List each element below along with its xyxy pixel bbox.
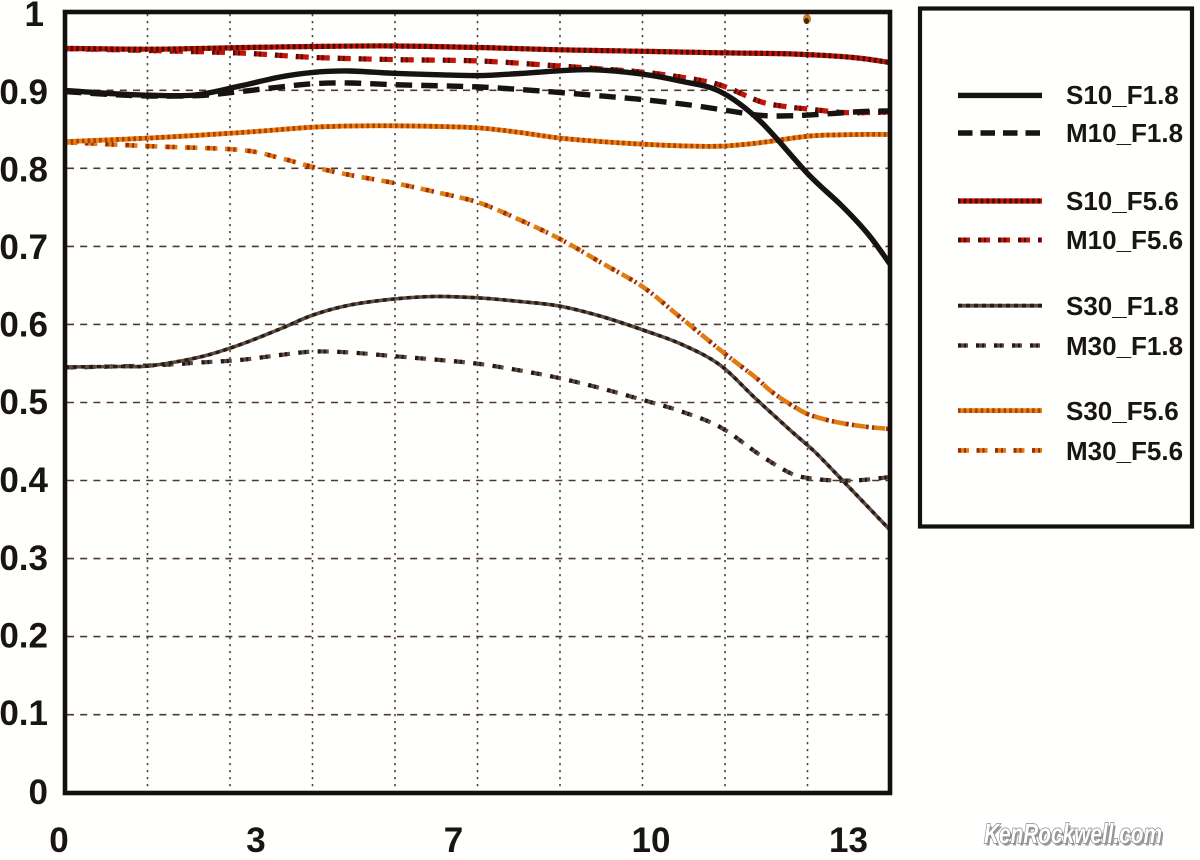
svg-text:0.6: 0.6 bbox=[0, 306, 48, 345]
svg-text:M30_F5.6: M30_F5.6 bbox=[1066, 436, 1183, 466]
svg-text:13: 13 bbox=[829, 821, 868, 855]
svg-text:0: 0 bbox=[29, 773, 48, 812]
svg-text:0.4: 0.4 bbox=[0, 461, 49, 500]
svg-text:M10_F5.6: M10_F5.6 bbox=[1066, 225, 1183, 255]
svg-text:0.3: 0.3 bbox=[0, 539, 48, 578]
svg-text:S10_F1.8: S10_F1.8 bbox=[1066, 80, 1179, 110]
svg-text:10: 10 bbox=[632, 821, 671, 855]
svg-text:S10_F5.6: S10_F5.6 bbox=[1066, 186, 1179, 216]
svg-text:0.1: 0.1 bbox=[0, 694, 48, 733]
svg-text:0.5: 0.5 bbox=[0, 383, 48, 422]
svg-text:S30_F1.8: S30_F1.8 bbox=[1066, 291, 1179, 321]
svg-text:0: 0 bbox=[49, 821, 68, 855]
svg-text:1: 1 bbox=[25, 0, 44, 34]
svg-text:0.9: 0.9 bbox=[0, 73, 48, 112]
svg-text:0.2: 0.2 bbox=[0, 617, 48, 656]
svg-text:0.7: 0.7 bbox=[0, 228, 48, 267]
svg-text:KenRockwell.com: KenRockwell.com bbox=[986, 821, 1164, 852]
svg-text:KenRockwell.com: KenRockwell.com bbox=[984, 818, 1162, 849]
svg-text:M10_F1.8: M10_F1.8 bbox=[1066, 118, 1183, 148]
svg-text:M30_F1.8: M30_F1.8 bbox=[1066, 331, 1183, 361]
svg-text:3: 3 bbox=[246, 821, 265, 855]
svg-text:7: 7 bbox=[444, 821, 463, 855]
svg-text:S30_F5.6: S30_F5.6 bbox=[1066, 396, 1179, 426]
svg-text:0.8: 0.8 bbox=[0, 151, 48, 190]
